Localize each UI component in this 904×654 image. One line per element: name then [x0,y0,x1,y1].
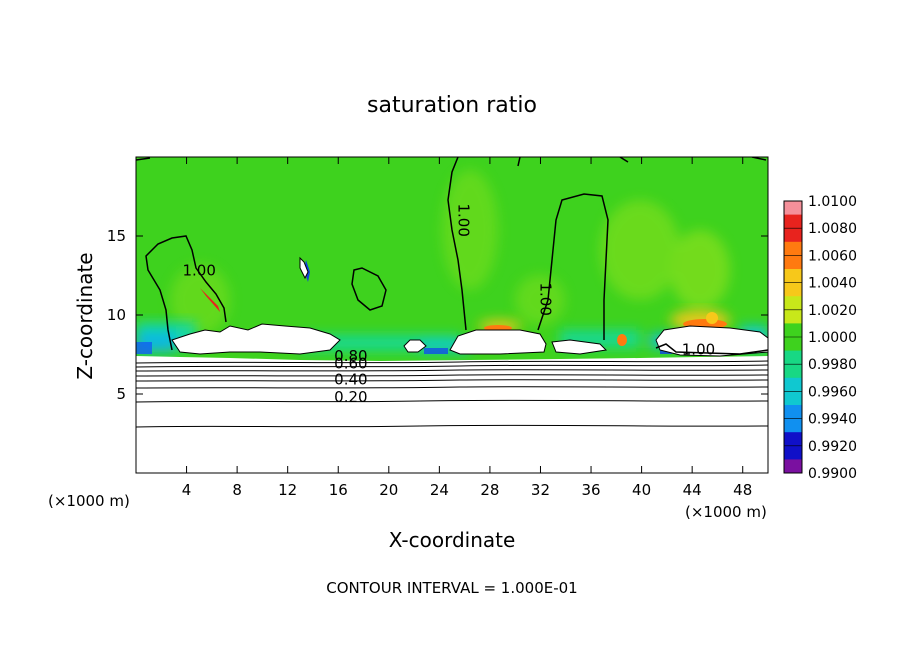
colorbar-swatch [784,459,802,474]
x-tick-label: 32 [531,481,550,499]
colorbar-label: 1.0020 [808,303,857,319]
colorbar-swatch [784,228,802,243]
contour-interval-note: CONTOUR INTERVAL = 1.000E-01 [326,579,577,597]
colorbar-label: 1.0040 [808,276,857,292]
colorbar-label: 1.0100 [808,194,857,210]
colorbar-label: 0.9920 [808,439,857,455]
y-tick-label: 15 [107,227,126,245]
colorbar-label: 0.9980 [808,357,857,373]
colorbar-label: 0.9900 [808,466,857,482]
colorbar-swatch [784,377,802,392]
colorbar-label: 0.9940 [808,412,857,428]
colorbar-swatch [784,241,802,256]
contour-label: 1.00 [182,262,215,280]
x-tick-label: 12 [278,481,297,499]
colorbar-swatch [784,269,802,284]
x-unit-label-right: (×1000 m) [685,503,767,521]
colorbar-swatch [784,255,802,270]
chart-title: saturation ratio [367,93,537,118]
colorbar-label: 1.0080 [808,221,857,237]
colorbar-swatch [784,282,802,297]
x-tick-label: 40 [632,481,651,499]
contour-label: 1.00 [454,203,472,236]
contour-label: 1.00 [682,341,715,359]
colorbar-label: 1.0060 [808,248,857,264]
x-tick-label: 44 [683,481,702,499]
colorbar-swatch [784,405,802,420]
x-tick-label: 20 [379,481,398,499]
y-axis-title: Z-coordinate [73,252,97,379]
colorbar-swatch [784,364,802,379]
plot-area [136,157,768,473]
colorbar-swatch [784,445,802,460]
x-axis-title: X-coordinate [389,528,516,552]
x-tick-label: 48 [733,481,752,499]
x-tick-label: 4 [182,481,192,499]
y-tick-label: 10 [107,306,126,324]
x-tick-label: 36 [581,481,600,499]
colorbar-swatch [784,418,802,433]
contour-label: 0.20 [334,388,367,406]
colorbar-label: 0.9960 [808,384,857,400]
subsaturated-region [136,356,768,473]
contour-label: 1.00 [536,282,554,315]
y-tick-label: 5 [116,385,126,403]
colorbar: 1.0100 1.0080 1.0060 1.0040 1.0020 1.0000 0.99… [783,194,857,482]
x-tick-label: 16 [329,481,348,499]
contour-label: 0.40 [334,371,367,389]
x-tick-label: 28 [480,481,499,499]
colorbar-swatch [784,201,802,216]
colorbar-swatch [784,214,802,229]
colorbar-swatch [784,296,802,311]
x-tick-label: 8 [232,481,242,499]
colorbar-swatch [784,309,802,324]
contour-label: 0.60 [334,355,367,373]
colorbar-swatch [784,323,802,338]
colorbar-swatch [784,432,802,447]
colorbar-swatch [784,391,802,406]
x-tick-label: 24 [430,481,449,499]
x-unit-label-left: (×1000 m) [48,492,130,510]
colorbar-label: 1.0000 [808,330,857,346]
colorbar-swatch [784,350,802,365]
colorbar-swatch [784,337,802,352]
contour-label: 0.80 [334,347,367,365]
